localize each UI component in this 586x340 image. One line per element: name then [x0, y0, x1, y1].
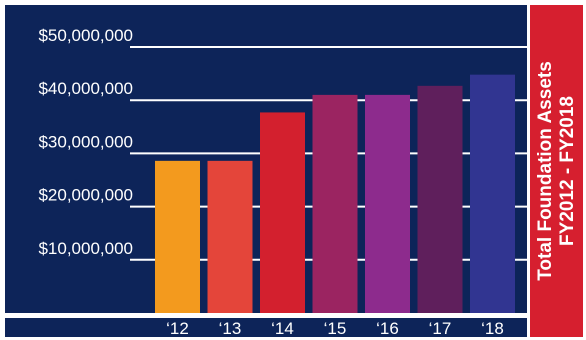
y-tick-label: $50,000,000 — [38, 26, 133, 45]
y-tick-label: $40,000,000 — [38, 79, 133, 98]
y-tick-label: $10,000,000 — [38, 239, 133, 258]
chart-title: Total Foundation Assets — [534, 61, 556, 281]
x-tick-label: ‘17 — [429, 319, 452, 338]
chart-subtitle: FY2012 - FY2018 — [556, 96, 578, 246]
bar — [155, 160, 200, 313]
y-tick-label: $30,000,000 — [38, 132, 133, 151]
x-axis-line — [5, 313, 527, 318]
y-tick-label: $20,000,000 — [38, 186, 133, 205]
x-tick-label: ‘15 — [324, 319, 347, 338]
bar — [207, 160, 253, 313]
x-tick-label: ‘14 — [271, 319, 294, 338]
chart-title-block: Total Foundation Assets FY2012 - FY2018 — [535, 61, 579, 281]
x-tick-label: ‘18 — [481, 319, 504, 338]
bar — [417, 85, 463, 313]
x-tick-label: ‘16 — [376, 319, 399, 338]
bar — [260, 112, 305, 313]
bar — [470, 74, 515, 313]
axis-strip — [5, 318, 527, 337]
bar — [312, 94, 358, 313]
chart-title-panel: Total Foundation Assets FY2012 - FY2018 — [530, 5, 583, 337]
x-tick-label: ‘12 — [166, 319, 189, 338]
bar — [365, 94, 410, 313]
x-tick-label: ‘13 — [219, 319, 242, 338]
